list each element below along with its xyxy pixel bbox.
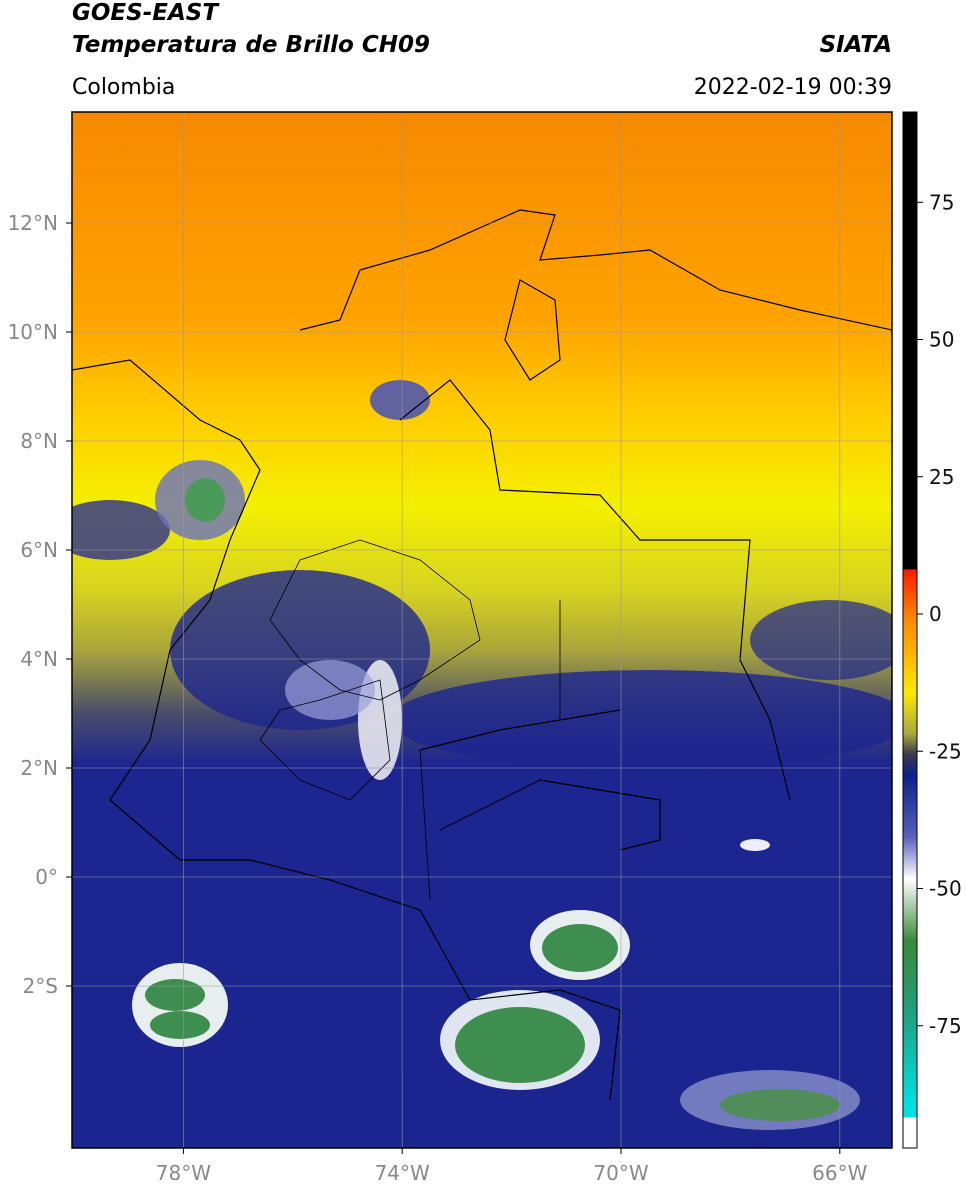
lon-tick-label: 70°W (593, 1161, 648, 1185)
lat-tick-label: 0° (35, 865, 58, 889)
colorbar-tick-label: 50 (929, 328, 954, 352)
colorbar-tick-label: -25 (929, 739, 962, 763)
lon-tick-label: 78°W (156, 1161, 211, 1185)
lat-tick-label: 2°S (23, 974, 58, 998)
colorbar-tick-label: -50 (929, 877, 962, 901)
colorbar (902, 111, 918, 1149)
title: GOES-EAST (72, 0, 220, 26)
colorbar-tick-label: 0 (929, 602, 942, 626)
map-frame (71, 111, 893, 1149)
lat-tick-label: 2°N (20, 756, 58, 780)
colorbar-tick-label: -75 (929, 1014, 962, 1038)
subtitle: Temperatura de Brillo CH09 (72, 32, 430, 58)
lat-tick-label: 10°N (8, 320, 58, 344)
region: Colombia (72, 75, 175, 100)
lon-tick-label: 74°W (375, 1161, 430, 1185)
colorbar-tick-label: 75 (929, 190, 954, 214)
satellite-image (72, 112, 892, 1148)
source: SIATA (820, 32, 892, 58)
colorbar-tick-label: 25 (929, 465, 954, 489)
lat-tick-label: 8°N (20, 429, 58, 453)
lat-tick-label: 6°N (20, 538, 58, 562)
lat-tick-label: 4°N (20, 647, 58, 671)
datetime: 2022-02-19 00:39 (694, 75, 892, 100)
lon-tick-label: 66°W (812, 1161, 867, 1185)
lat-tick-label: 12°N (8, 211, 58, 235)
